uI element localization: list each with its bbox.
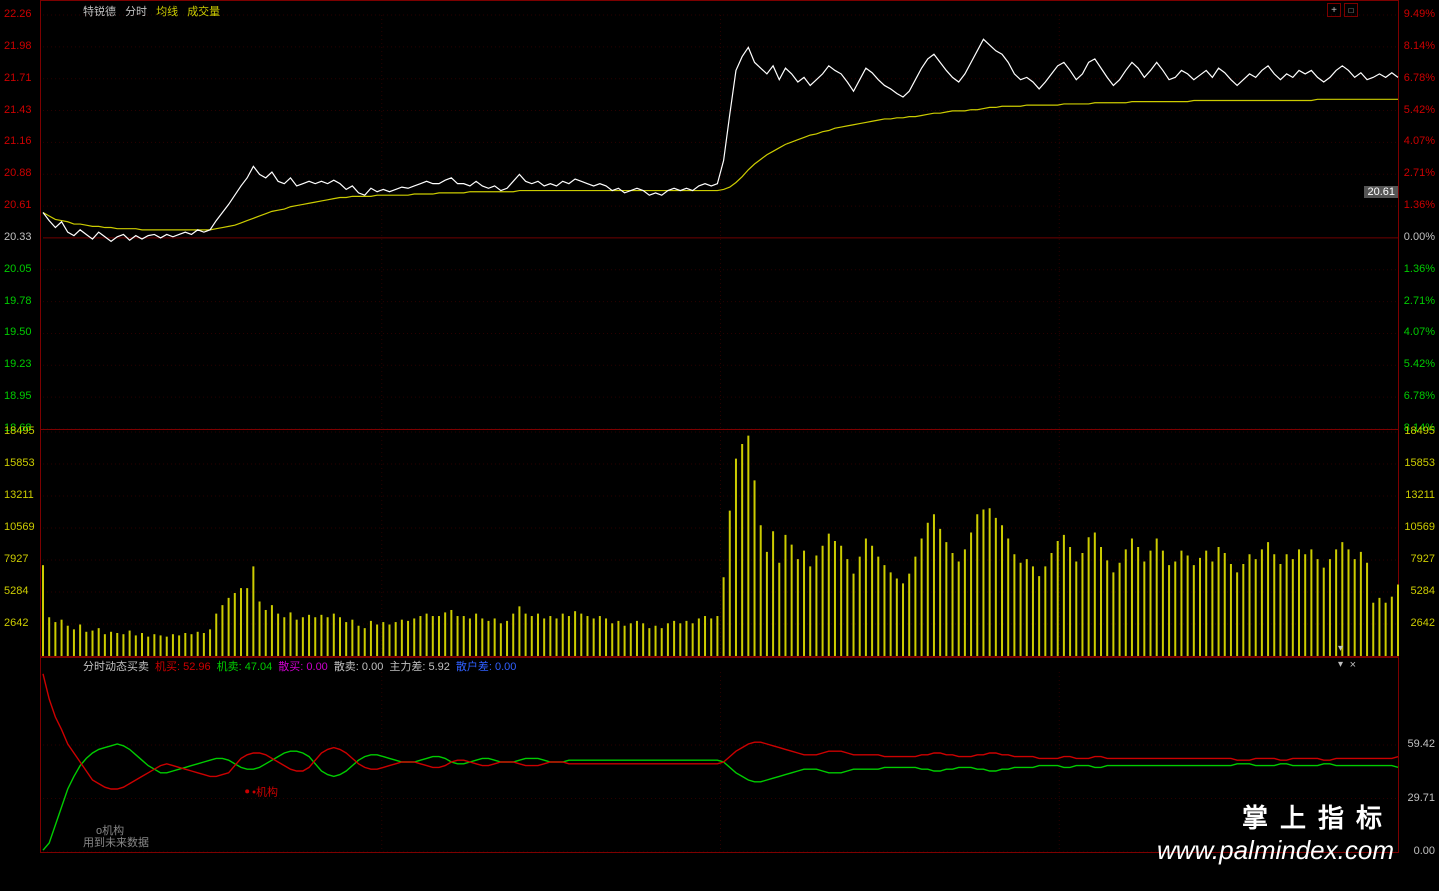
watermark-url: www.palmindex.com <box>1157 835 1394 866</box>
label-volume: 成交量 <box>187 6 220 18</box>
label-avg: 均线 <box>156 6 178 18</box>
svg-text:•机构: •机构 <box>252 784 278 798</box>
volume-chart[interactable] <box>41 430 1400 658</box>
corner-icons: + □ <box>1327 3 1358 17</box>
down-arrow-icon[interactable]: ▾ <box>1338 643 1343 654</box>
price-badge: 20.61 <box>1364 186 1398 198</box>
zoom-out-icon[interactable]: □ <box>1344 3 1358 17</box>
zoom-in-icon[interactable]: + <box>1327 3 1341 17</box>
price-panel: 特锐德 分时 均线 成交量 + □ 20.61 <box>40 0 1399 430</box>
watermark: 掌上指标 www.palmindex.com <box>1157 798 1394 866</box>
stock-name: 特锐德 <box>83 6 116 18</box>
price-chart[interactable] <box>41 1 1400 431</box>
down-arrow-icon[interactable]: ▾ <box>1338 659 1343 670</box>
chart-header: 特锐德 分时 均线 成交量 <box>83 3 226 19</box>
volume-panel: ▾ <box>40 429 1399 657</box>
watermark-title: 掌上指标 <box>1157 798 1394 835</box>
label-intraday: 分时 <box>125 6 147 18</box>
indicator-header: 分时动态买卖机买: 52.96机卖: 47.04散买: 0.00散卖: 0.00… <box>83 658 522 674</box>
footer-note: 用到未来数据 <box>83 834 149 850</box>
close-icon[interactable]: × <box>1350 659 1356 671</box>
